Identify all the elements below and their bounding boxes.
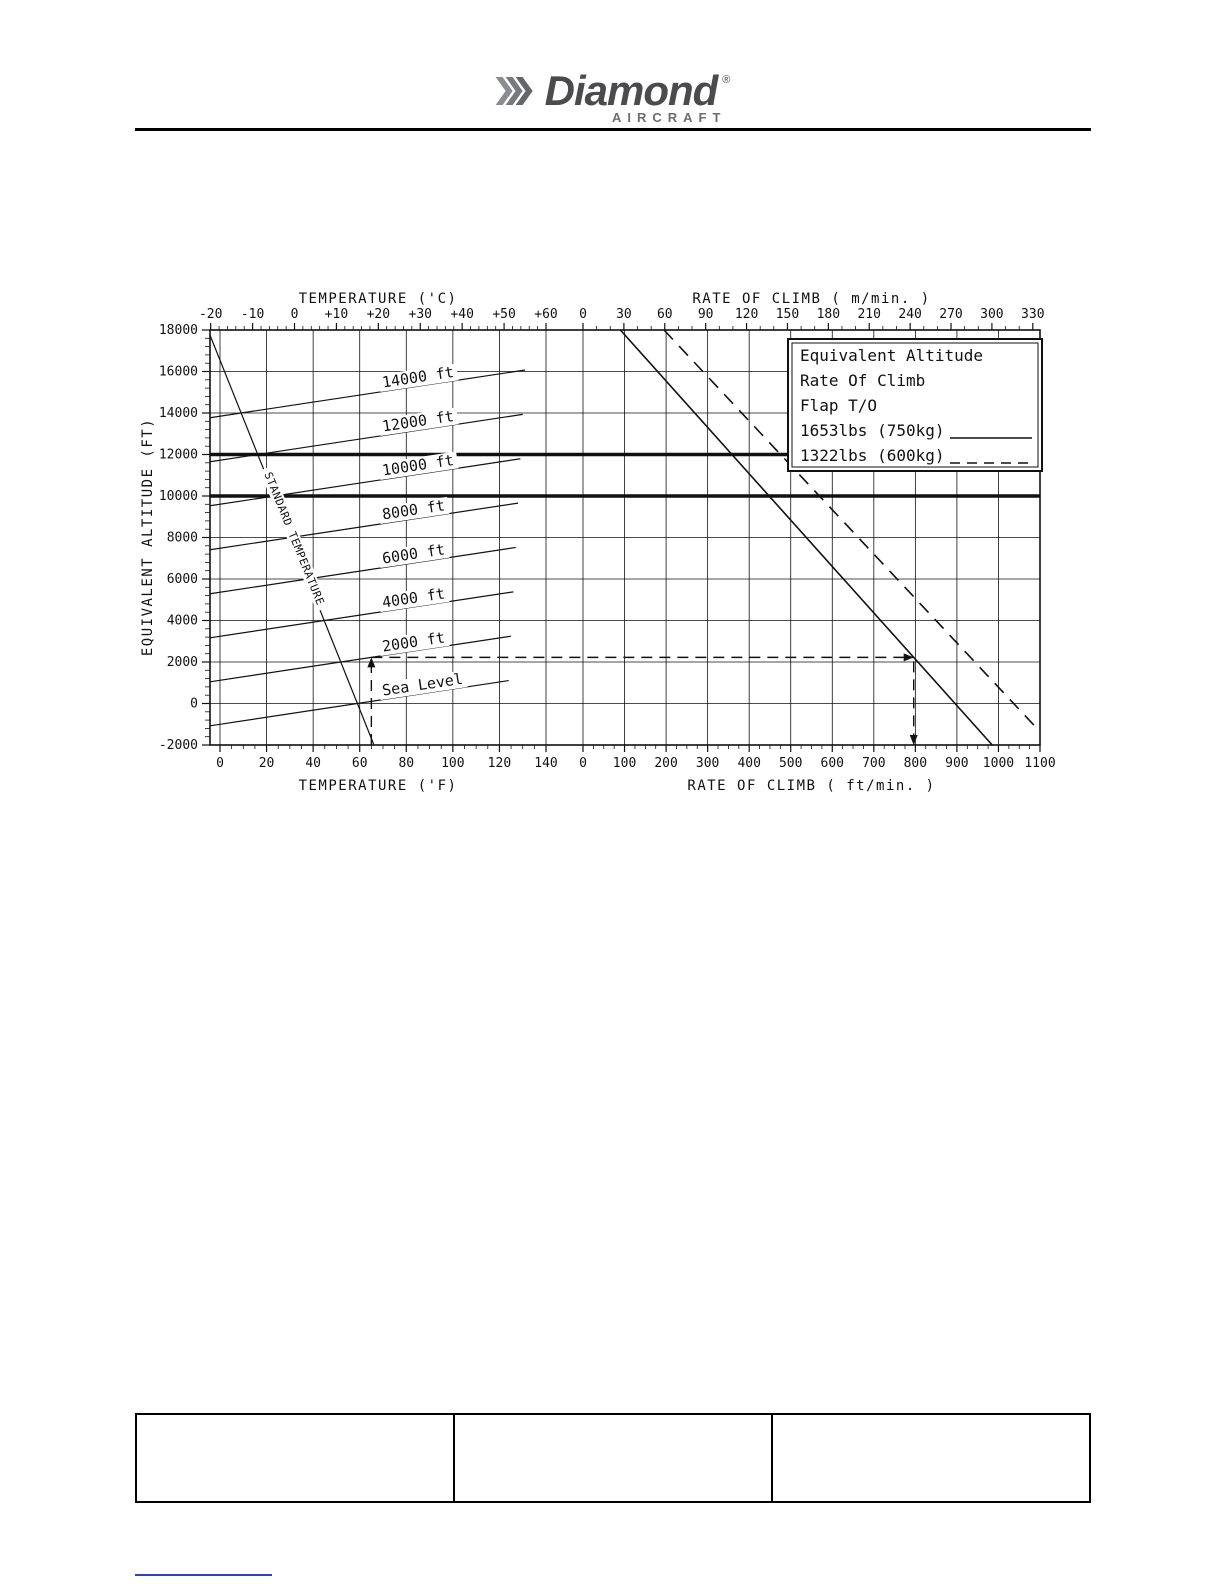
svg-text:0: 0 [190, 697, 198, 712]
svg-text:1000: 1000 [983, 756, 1014, 771]
svg-text:240: 240 [898, 307, 921, 322]
brand-logo: Diamond ® AIRCRAFT [494, 67, 731, 125]
svg-text:RATE OF CLIMB ( ft/min. ): RATE OF CLIMB ( ft/min. ) [687, 778, 935, 794]
svg-text:18000: 18000 [159, 323, 198, 338]
svg-text:500: 500 [779, 756, 802, 771]
svg-text:20: 20 [259, 756, 275, 771]
altitude-line-label: 8000 ft [378, 496, 450, 524]
svg-text:1322lbs (600kg): 1322lbs (600kg) [800, 446, 945, 465]
svg-text:8000: 8000 [167, 531, 198, 546]
svg-text:330: 330 [1021, 307, 1044, 322]
svg-text:900: 900 [945, 756, 968, 771]
svg-text:+20: +20 [367, 307, 390, 322]
svg-text:120: 120 [488, 756, 511, 771]
brand-wordmark: Diamond [544, 67, 719, 114]
svg-text:+60: +60 [534, 307, 557, 322]
svg-text:+50: +50 [492, 307, 515, 322]
svg-text:60: 60 [352, 756, 368, 771]
svg-text:14000: 14000 [159, 406, 198, 421]
svg-text:10000: 10000 [159, 489, 198, 504]
svg-text:-10: -10 [241, 307, 264, 322]
standard-temperature-label: STANDARD TEMPERATURE [259, 465, 329, 612]
svg-text:300: 300 [696, 756, 719, 771]
svg-text:+10: +10 [325, 307, 348, 322]
svg-text:TEMPERATURE ('C): TEMPERATURE ('C) [299, 291, 458, 307]
svg-text:14000 ft: 14000 ft [381, 363, 455, 391]
footer-cell [137, 1415, 453, 1501]
svg-text:4000: 4000 [167, 614, 198, 629]
svg-text:Flap T/O: Flap T/O [800, 396, 877, 415]
svg-text:STANDARD TEMPERATURE: STANDARD TEMPERATURE [261, 470, 326, 607]
svg-text:300: 300 [980, 307, 1003, 322]
svg-text:80: 80 [398, 756, 414, 771]
svg-text:2000: 2000 [167, 655, 198, 670]
altitude-line-label: 4000 ft [378, 584, 450, 612]
svg-text:270: 270 [939, 307, 962, 322]
svg-text:400: 400 [737, 756, 760, 771]
svg-text:40: 40 [305, 756, 321, 771]
altitude-line-label: 12000 ft [378, 407, 459, 436]
svg-text:16000: 16000 [159, 365, 198, 380]
footer-cell [453, 1415, 771, 1501]
svg-text:Sea Level: Sea Level [381, 670, 464, 700]
header-rule [135, 128, 1091, 131]
diamond-chevrons-icon [495, 77, 533, 105]
svg-text:EQUIVALENT ALTITUDE (FT): EQUIVALENT ALTITUDE (FT) [140, 418, 156, 656]
svg-text:200: 200 [654, 756, 677, 771]
brand-subtitle: AIRCRAFT [611, 110, 727, 125]
svg-text:RATE OF CLIMB ( m/min. ): RATE OF CLIMB ( m/min. ) [692, 291, 930, 307]
altitude-line-label: 14000 ft [378, 363, 459, 392]
svg-text:0: 0 [579, 756, 587, 771]
altitude-line-label: 6000 ft [378, 540, 450, 568]
svg-text:6000: 6000 [167, 572, 198, 587]
svg-text:140: 140 [534, 756, 557, 771]
hyperlink-underline[interactable] [135, 1574, 272, 1576]
svg-text:800: 800 [904, 756, 927, 771]
svg-text:1100: 1100 [1024, 756, 1055, 771]
svg-text:12000: 12000 [159, 448, 198, 463]
svg-text:-2000: -2000 [159, 738, 198, 753]
svg-text:100: 100 [613, 756, 636, 771]
chart-axes: -20 -10 0 +10 +20 +30 +40 +50 +60 0 30 60 90 120 150 18… [140, 291, 1056, 794]
footer-table [135, 1413, 1091, 1503]
footer-cell [771, 1415, 1089, 1501]
svg-text:100: 100 [441, 756, 464, 771]
svg-text:210: 210 [857, 307, 880, 322]
svg-text:12000 ft: 12000 ft [381, 407, 455, 435]
altitude-line-label: 2000 ft [378, 628, 450, 657]
svg-text:0: 0 [291, 307, 299, 322]
svg-text:30: 30 [616, 307, 632, 322]
svg-text:600: 600 [821, 756, 844, 771]
svg-text:180: 180 [817, 307, 840, 322]
svg-text:700: 700 [862, 756, 885, 771]
svg-text:60: 60 [657, 307, 673, 322]
svg-text:Equivalent Altitude: Equivalent Altitude [800, 346, 983, 365]
svg-text:+30: +30 [409, 307, 432, 322]
svg-text:+40: +40 [450, 307, 473, 322]
svg-text:Rate Of Climb: Rate Of Climb [800, 371, 925, 390]
svg-text:0: 0 [579, 307, 587, 322]
svg-text:1653lbs (750kg): 1653lbs (750kg) [800, 421, 945, 440]
svg-text:90: 90 [698, 307, 714, 322]
chart-legend: Equivalent Altitude Rate Of Climb Flap T/O… [787, 338, 1043, 472]
registered-mark: ® [722, 74, 731, 86]
example-guide-lines [367, 653, 918, 745]
altitude-line-label: Sea Level [378, 670, 468, 701]
svg-text:TEMPERATURE ('F): TEMPERATURE ('F) [299, 778, 458, 794]
svg-text:120: 120 [735, 307, 758, 322]
svg-text:0: 0 [216, 756, 224, 771]
svg-text:-20: -20 [199, 307, 222, 322]
svg-text:150: 150 [776, 307, 799, 322]
